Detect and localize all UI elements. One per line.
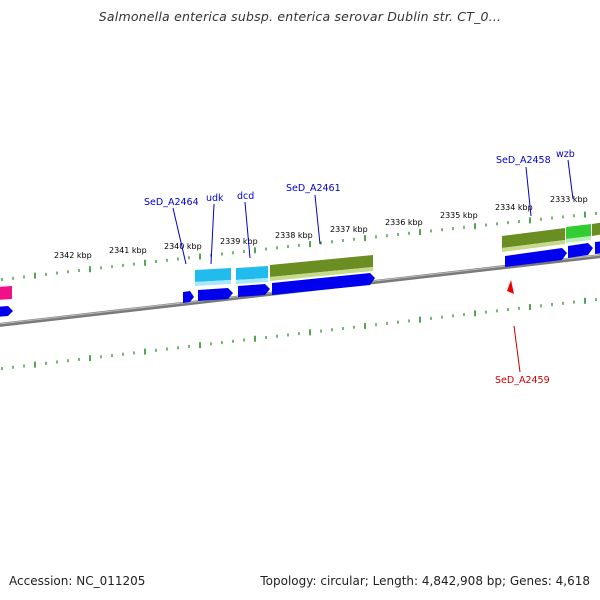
gene-arrow-sed-a2464[interactable] <box>183 291 194 303</box>
gene-label-sed-a2458[interactable]: SeD_A2458 <box>496 155 551 166</box>
gene-arrow-right-2[interactable] <box>568 243 593 258</box>
ruler-label-2338: 2338 kbp <box>275 231 313 240</box>
gene-label-udk[interactable]: udk <box>206 193 224 204</box>
cds-magenta-left[interactable] <box>0 286 12 300</box>
ruler-label-2342: 2342 kbp <box>54 251 92 260</box>
cds-sed-a2461-block[interactable] <box>270 255 373 281</box>
cds-right-olive-block[interactable] <box>502 228 565 252</box>
genome-summary-text: Topology: circular; Length: 4,842,908 bp… <box>260 574 590 588</box>
ruler-label-2339: 2339 kbp <box>220 237 258 246</box>
gene-arrow-udk[interactable] <box>198 288 233 301</box>
gene-arrow-right-3[interactable] <box>595 241 600 254</box>
ruler-labels: 2342 kbp 2341 kbp 2340 kbp 2339 kbp 2338… <box>54 195 588 260</box>
cds-right-edge-block[interactable] <box>592 222 600 236</box>
gene-label-wzb[interactable]: wzb <box>556 149 575 160</box>
gene-label-dcd[interactable]: dcd <box>237 191 254 202</box>
ruler-label-2341: 2341 kbp <box>109 246 147 255</box>
ruler-label-2336: 2336 kbp <box>385 218 423 227</box>
ruler-label-2334: 2334 kbp <box>495 203 533 212</box>
gene-label-sed-a2461[interactable]: SeD_A2461 <box>286 183 341 194</box>
gene-label-sed-a2459[interactable]: SeD_A2459 <box>495 375 550 386</box>
ruler-label-2337: 2337 kbp <box>330 225 368 234</box>
ruler-label-2333: 2333 kbp <box>550 195 588 204</box>
feature-sed-a2459-marker[interactable] <box>507 280 514 294</box>
label-leader-lines <box>172 159 574 373</box>
gene-arrows <box>183 241 600 303</box>
cds-dcd-block[interactable] <box>236 266 268 284</box>
gene-arrow-dcd[interactable] <box>238 284 270 297</box>
gene-label-sed-a2464[interactable]: SeD_A2464 <box>144 197 199 208</box>
upper-ruler-ticks <box>1 211 597 282</box>
genome-title: Salmonella enterica subsp. enterica sero… <box>98 9 502 24</box>
cds-udk-block[interactable] <box>195 268 231 286</box>
gene-arrow-left[interactable] <box>0 306 13 317</box>
cds-wzb-block[interactable] <box>566 224 591 243</box>
ruler-label-2340: 2340 kbp <box>164 242 202 251</box>
lower-ruler-ticks <box>1 297 597 371</box>
accession-text: Accession: NC_011205 <box>9 574 146 588</box>
gene-arrow-right-1[interactable] <box>505 248 567 267</box>
gene-arrow-sed-a2461[interactable] <box>272 273 375 295</box>
ruler-label-2335: 2335 kbp <box>440 211 478 220</box>
